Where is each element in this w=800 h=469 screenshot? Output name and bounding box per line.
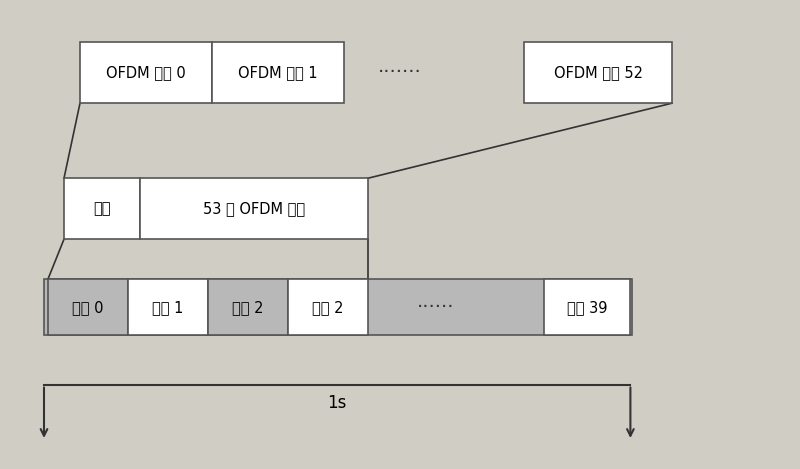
Bar <box>208 279 288 335</box>
Text: OFDM 符号 1: OFDM 符号 1 <box>238 65 318 80</box>
Bar <box>544 279 630 335</box>
Bar <box>128 279 208 335</box>
Text: 时隙 39: 时隙 39 <box>567 300 607 315</box>
Bar <box>524 42 672 103</box>
Text: OFDM 符号 52: OFDM 符号 52 <box>554 65 642 80</box>
Text: 时隙 2: 时隙 2 <box>312 300 344 315</box>
Bar <box>64 178 140 239</box>
Text: 时隙 1: 时隙 1 <box>152 300 184 315</box>
Text: ·······: ······· <box>378 63 422 82</box>
Bar <box>288 279 368 335</box>
Text: 1s: 1s <box>327 394 347 412</box>
Text: 信标: 信标 <box>94 201 110 216</box>
Text: 时隙 0: 时隙 0 <box>72 300 104 315</box>
Text: 53 个 OFDM 符号: 53 个 OFDM 符号 <box>203 201 305 216</box>
Text: 时隙 2: 时隙 2 <box>232 300 264 315</box>
Bar <box>80 42 212 103</box>
Bar <box>140 178 368 239</box>
Text: ······: ······ <box>418 298 454 317</box>
Bar <box>48 279 128 335</box>
Text: OFDM 符号 0: OFDM 符号 0 <box>106 65 186 80</box>
Bar <box>44 279 632 335</box>
Bar <box>212 42 344 103</box>
